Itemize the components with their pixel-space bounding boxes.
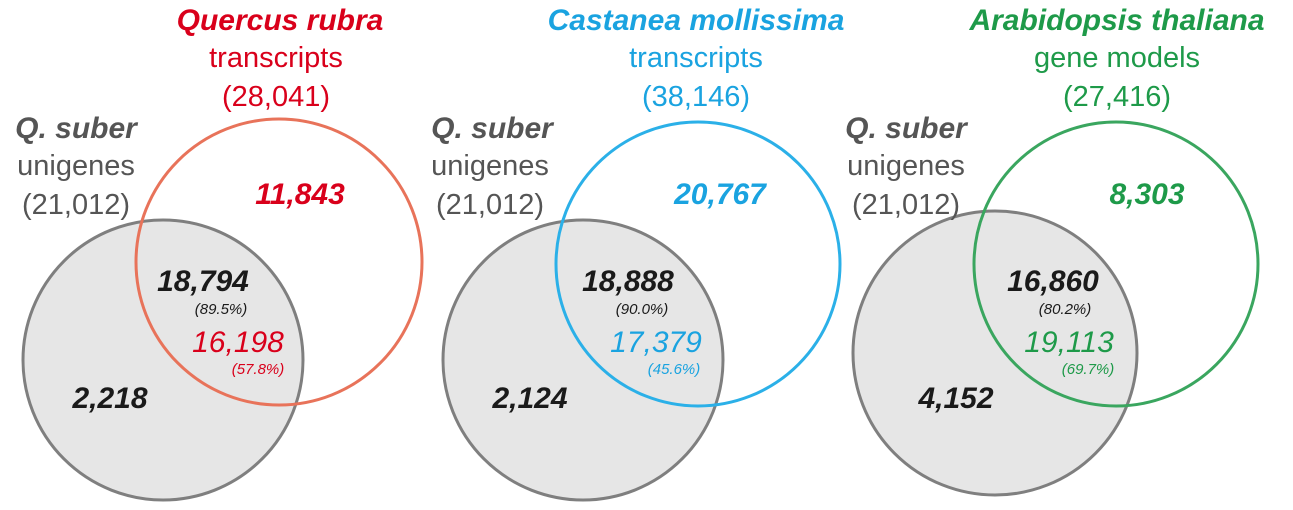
venn-panel-castanea-mollissima: Castanea mollissima transcripts (38,146)…: [431, 4, 845, 502]
shared-species-pct: (45.6%): [648, 361, 701, 378]
quercus-rubra-circle: [134, 117, 424, 407]
ref-species: Q. suber: [431, 112, 555, 145]
shared-ref-count: 16,860: [1007, 265, 1099, 298]
species-title: Castanea mollissima: [548, 4, 845, 37]
qsuber-circle: [441, 218, 725, 502]
qsuber-circle: [21, 218, 305, 502]
shared-species-count: 17,379: [610, 326, 702, 359]
ref-only-count: 2,124: [491, 382, 567, 415]
shared-ref-count: 18,794: [157, 265, 249, 298]
species-only-count: 20,767: [673, 178, 767, 211]
species-type: transcripts: [209, 42, 343, 74]
shared-ref-pct: (90.0%): [616, 301, 669, 318]
shared-ref-count: 18,888: [582, 265, 674, 298]
species-type: gene models: [1034, 42, 1200, 74]
shared-species-pct: (57.8%): [232, 361, 285, 378]
shared-species-pct: (69.7%): [1062, 361, 1115, 378]
species-title: Arabidopsis thaliana: [968, 4, 1264, 37]
ref-species: Q. suber: [845, 112, 969, 145]
ref-only-count: 4,152: [917, 382, 993, 415]
ref-type: unigenes: [847, 150, 965, 182]
shared-ref-pct: (80.2%): [1039, 301, 1092, 318]
species-total: (28,041): [222, 81, 330, 113]
ref-type: unigenes: [431, 150, 549, 182]
ref-type: unigenes: [17, 150, 135, 182]
venn-panel-quercus-rubra: Quercus rubra transcripts (28,041) Q. su…: [15, 4, 424, 502]
ref-total: (21,012): [22, 189, 130, 221]
ref-total: (21,012): [436, 189, 544, 221]
qsuber-circle: [851, 209, 1139, 497]
ref-species: Q. suber: [15, 112, 139, 145]
castanea-mollissima-circle: [554, 120, 842, 408]
species-total: (27,416): [1063, 81, 1171, 113]
species-title: Quercus rubra: [177, 4, 384, 37]
ref-only-count: 2,218: [71, 382, 147, 415]
shared-ref-pct: (89.5%): [195, 301, 248, 318]
species-only-count: 8,303: [1109, 178, 1184, 211]
shared-species-count: 16,198: [192, 326, 284, 359]
species-type: transcripts: [629, 42, 763, 74]
species-only-count: 11,843: [255, 178, 345, 211]
arabidopsis-thaliana-circle: [972, 120, 1260, 408]
venn-panel-arabidopsis-thaliana: Arabidopsis thaliana gene models (27,416…: [845, 4, 1265, 497]
species-total: (38,146): [642, 81, 750, 113]
ref-total: (21,012): [852, 189, 960, 221]
shared-species-count: 19,113: [1024, 326, 1114, 359]
